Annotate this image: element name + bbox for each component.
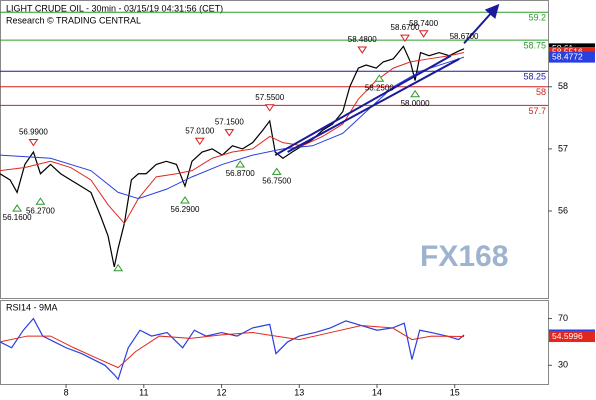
x-tick-label: 8 xyxy=(64,387,69,397)
low-marker xyxy=(410,89,421,98)
annotation-label: 58.6700 xyxy=(391,23,420,32)
series-line xyxy=(0,317,465,381)
level-label: 57.7 xyxy=(528,106,546,116)
high-marker xyxy=(400,34,410,43)
annotation-label: 56.8700 xyxy=(226,169,255,178)
low-marker xyxy=(180,196,190,204)
level-label: 58.25 xyxy=(523,72,546,82)
rsi-panel xyxy=(0,300,549,385)
x-tick-label: 14 xyxy=(372,387,382,397)
trend-arrow xyxy=(463,3,500,44)
x-tick-label: 12 xyxy=(217,387,227,397)
series-line xyxy=(0,45,465,268)
annotation-label: 57.5500 xyxy=(255,93,284,102)
x-tick-label: 13 xyxy=(294,387,304,397)
low-marker xyxy=(113,263,124,272)
last-value-label: 58.4772 xyxy=(552,51,583,61)
high-marker xyxy=(264,104,275,112)
y-tick-label: 58 xyxy=(558,81,568,91)
rsi-title: RSI14 - 9MA xyxy=(6,302,58,312)
high-marker xyxy=(28,139,39,147)
annotation-label: 58.0000 xyxy=(401,99,430,108)
high-marker xyxy=(418,30,429,38)
low-marker xyxy=(235,160,246,168)
annotation-label: 57.0100 xyxy=(185,126,214,135)
trend-line xyxy=(287,57,460,153)
last-value-box xyxy=(549,51,595,63)
annotation-label: 56.7500 xyxy=(262,177,291,186)
watermark: FX168 xyxy=(420,240,508,273)
low-marker xyxy=(271,167,282,175)
level-label: 58 xyxy=(536,87,546,97)
annotation-label: 58.2500 xyxy=(365,83,394,92)
annotation-label: 58.6700 xyxy=(450,32,479,41)
high-marker xyxy=(224,129,235,137)
low-marker xyxy=(35,197,46,205)
annotation-label: 57.1500 xyxy=(215,118,244,127)
high-marker xyxy=(194,137,205,146)
y-tick-label: 57 xyxy=(558,143,568,153)
y-tick-label: 56 xyxy=(558,205,568,215)
y-tick-label: 70 xyxy=(558,313,568,323)
chart-subtitle: Research © TRADING CENTRAL xyxy=(6,15,141,25)
low-marker xyxy=(374,74,385,82)
annotation-label: 56.9900 xyxy=(19,128,48,137)
level-label: 59.2 xyxy=(528,13,546,23)
x-tick-label: 15 xyxy=(450,387,460,397)
x-tick-label: 11 xyxy=(139,387,148,397)
series-line xyxy=(0,52,465,225)
y-tick-label: 30 xyxy=(558,360,568,370)
annotation-label: 58.4800 xyxy=(348,35,377,44)
trend-line xyxy=(274,54,452,156)
chart-title: LIGHT CRUDE OIL - 30min - 03/15/19 04:31… xyxy=(6,3,223,13)
annotation-label: 58.7400 xyxy=(409,19,438,28)
series-line xyxy=(0,56,465,200)
last-value-label: 54.5996 xyxy=(552,331,583,341)
last-value-box xyxy=(549,331,595,343)
annotation-label: 56.2700 xyxy=(26,206,55,215)
high-marker xyxy=(357,46,368,54)
level-label: 58.75 xyxy=(523,41,546,51)
annotation-label: 56.1600 xyxy=(3,213,32,222)
series-line xyxy=(0,325,465,369)
annotation-label: 56.2900 xyxy=(171,205,200,214)
low-marker xyxy=(12,204,23,212)
